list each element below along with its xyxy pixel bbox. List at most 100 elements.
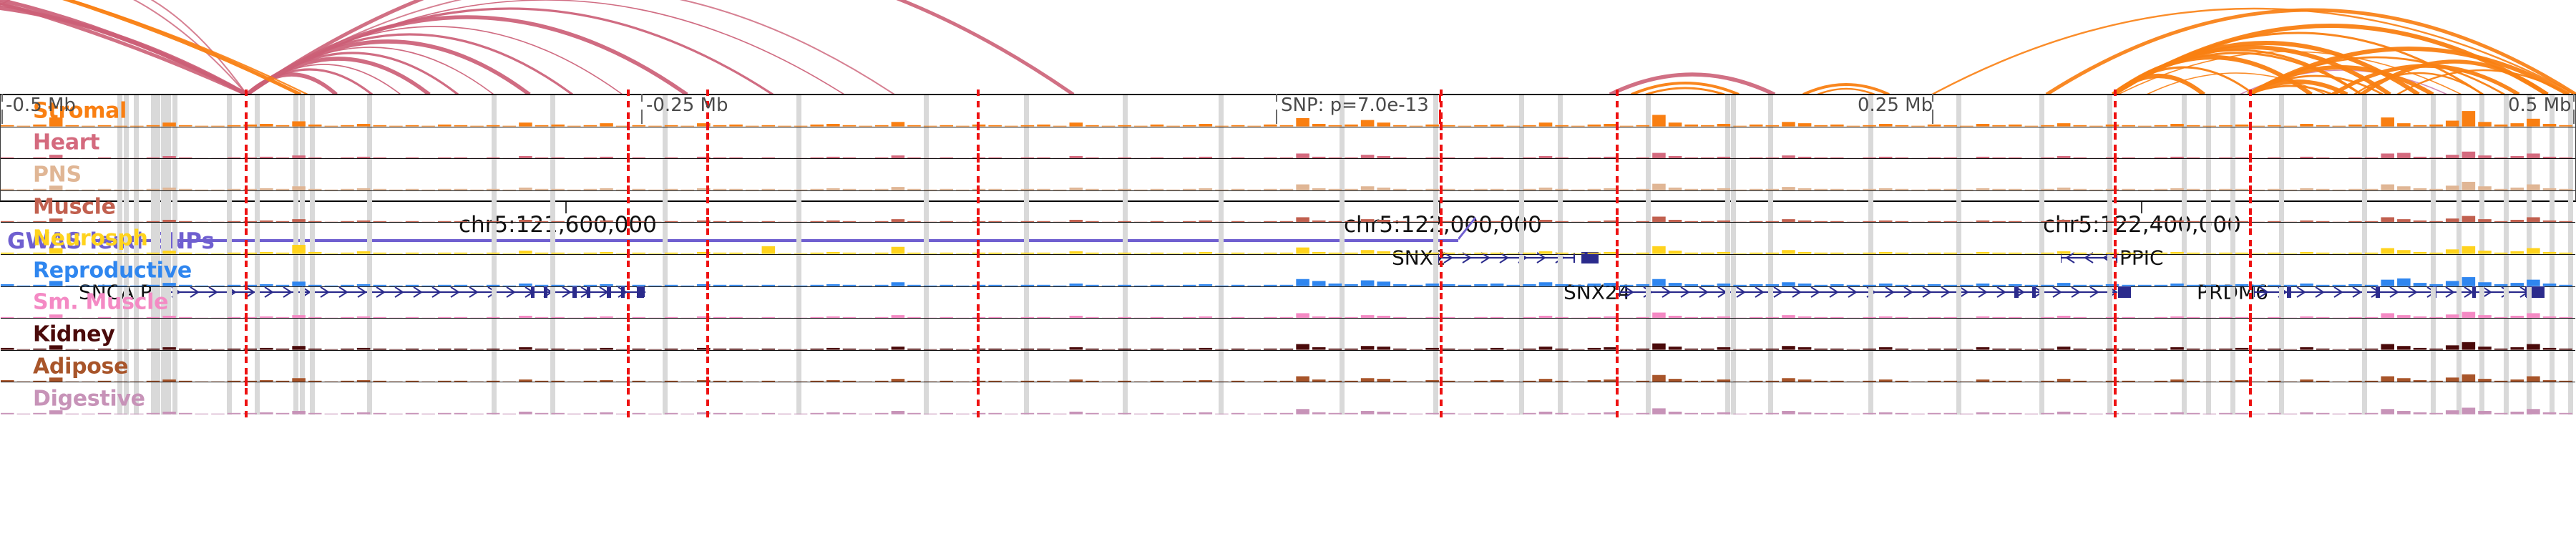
grey-band — [1024, 382, 1029, 415]
signal-track-neurosph: Neurosph — [1, 217, 2575, 261]
grey-band — [367, 190, 372, 223]
grey-band — [2362, 319, 2367, 350]
grey-band — [1024, 350, 1029, 382]
grey-band — [2479, 127, 2484, 159]
grey-band — [1956, 223, 1961, 254]
grey-band — [1340, 350, 1345, 382]
snp-marker-line — [1440, 344, 1443, 388]
grey-band — [2230, 382, 2235, 415]
snp-marker-line — [627, 344, 630, 388]
grey-band — [155, 382, 160, 415]
grey-band — [172, 382, 177, 415]
grey-band — [2230, 319, 2235, 350]
grey-band — [166, 319, 171, 350]
snp-marker-line — [627, 153, 630, 197]
grey-band — [2568, 127, 2573, 159]
grey-band — [227, 159, 232, 190]
grey-band — [151, 159, 156, 190]
grey-band — [2279, 254, 2284, 286]
grey-band — [161, 382, 166, 415]
exon — [2472, 286, 2476, 298]
grey-band — [663, 286, 668, 319]
grey-band — [1123, 286, 1128, 319]
grey-band — [172, 127, 177, 159]
interaction-arcs-panel — [0, 0, 2576, 95]
snp-marker-line — [2249, 281, 2252, 324]
grey-band — [124, 127, 129, 159]
grey-band — [1646, 319, 1651, 350]
grey-band — [300, 350, 305, 382]
snp-marker-line — [706, 185, 709, 228]
grey-band — [166, 350, 171, 382]
exon — [607, 286, 611, 298]
gene-row-snx24[interactable]: SNX24 — [0, 281, 2576, 304]
grey-band — [550, 190, 555, 223]
grey-band — [2279, 159, 2284, 190]
grey-band — [924, 319, 929, 350]
grey-band — [2550, 382, 2555, 415]
grey-band — [550, 319, 555, 350]
grey-band — [1519, 223, 1524, 254]
grey-band — [166, 254, 171, 286]
grey-band — [2230, 223, 2235, 254]
grey-band — [2230, 190, 2235, 223]
snp-marker-line — [977, 121, 980, 165]
snp-marker-line — [627, 313, 630, 357]
grey-band — [2182, 190, 2187, 223]
grey-band — [2568, 382, 2573, 415]
grey-band — [2550, 286, 2555, 319]
grey-band — [550, 382, 555, 415]
gwas-lead-snps-track[interactable]: GWAS lead SNPs — [0, 217, 2576, 254]
grey-band — [117, 223, 122, 254]
grey-band — [796, 382, 801, 415]
gwas-snp-line[interactable] — [93, 239, 1458, 242]
snp-marker-line — [1440, 217, 1443, 261]
snp-marker-line — [1440, 248, 1443, 292]
grey-band — [227, 319, 232, 350]
snp-marker-line — [706, 217, 709, 261]
grey-band — [663, 350, 668, 382]
grey-band — [161, 254, 166, 286]
gwas-leader-line — [1458, 217, 1477, 240]
grey-band — [2182, 350, 2187, 382]
grey-band — [172, 319, 177, 350]
interaction-arc — [0, 0, 248, 95]
snp-highlight-layer — [1, 90, 2575, 132]
grey-band — [151, 319, 156, 350]
grey-band — [2431, 223, 2436, 254]
snp-marker-line — [977, 90, 980, 132]
grey-band — [161, 350, 166, 382]
snp-marker-line — [1440, 313, 1443, 357]
snp-marker-line — [245, 121, 248, 165]
grey-band — [2550, 127, 2555, 159]
grey-band — [663, 95, 668, 127]
grey-band — [1768, 319, 1773, 350]
interaction-arc — [2360, 59, 2549, 95]
snp-marker-line — [627, 217, 630, 261]
grey-band — [155, 350, 160, 382]
grey-band — [117, 382, 122, 415]
grey-band — [1519, 286, 1524, 319]
grey-band — [492, 254, 497, 286]
grey-band — [1219, 382, 1224, 415]
exon — [1581, 252, 1599, 263]
signal-track-stromal: Stromal — [1, 90, 2575, 132]
grey-band — [172, 286, 177, 319]
grey-band — [1725, 95, 1730, 127]
grey-band — [367, 254, 372, 286]
grey-band — [310, 254, 315, 286]
exon — [2032, 286, 2036, 298]
grey-band — [117, 286, 122, 319]
interaction-arc — [246, 0, 895, 95]
grey-band — [1868, 127, 1873, 159]
grey-band — [1340, 319, 1345, 350]
grey-band — [550, 127, 555, 159]
snp-marker-line — [627, 185, 630, 228]
grey-band — [1956, 190, 1961, 223]
snp-highlight-layer — [1, 121, 2575, 165]
grey-band — [117, 254, 122, 286]
grey-band — [2039, 254, 2044, 286]
grey-band — [663, 319, 668, 350]
grey-band — [1868, 190, 1873, 223]
interaction-arc — [1645, 87, 1725, 95]
